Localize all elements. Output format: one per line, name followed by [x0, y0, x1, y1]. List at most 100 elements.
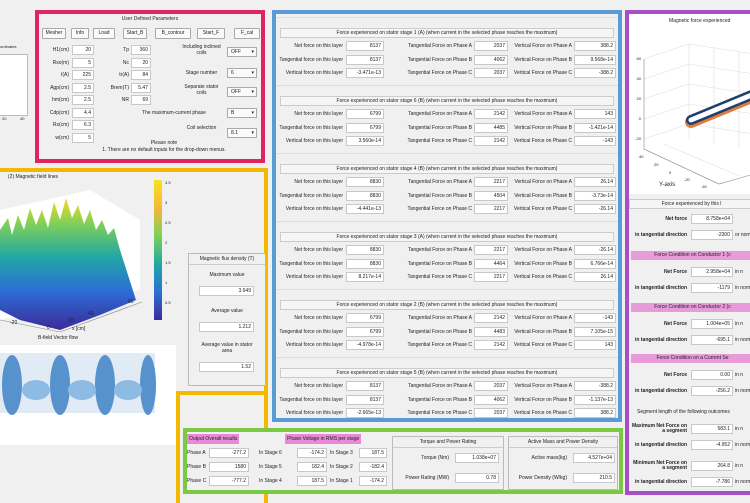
- param-field[interactable]: 5: [72, 132, 94, 143]
- tangential-phase-field[interactable]: 2142: [474, 313, 508, 323]
- param-field[interactable]: 5.47: [131, 82, 151, 93]
- power-field[interactable]: 0.78: [455, 473, 499, 483]
- tangential-phase-field[interactable]: 2142: [474, 136, 508, 146]
- layer-force-field[interactable]: 8137: [346, 41, 384, 51]
- net-force-field[interactable]: 8.758e+04: [691, 214, 733, 224]
- stage-voltage-field[interactable]: -174.2: [297, 448, 327, 458]
- vertical-phase-field[interactable]: -388.2: [574, 381, 616, 391]
- vertical-phase-field[interactable]: -143: [574, 313, 616, 323]
- layer-force-field[interactable]: -3.471e-13: [346, 68, 384, 78]
- param-field[interactable]: 360: [131, 45, 151, 55]
- layer-force-field[interactable]: 8137: [346, 394, 384, 405]
- vertical-phase-field[interactable]: -26.14: [574, 245, 616, 255]
- layer-force-field[interactable]: -2.665e-13: [346, 408, 384, 418]
- tangential-phase-field[interactable]: 2217: [474, 245, 508, 255]
- layer-force-field[interactable]: 8830: [346, 245, 384, 255]
- layer-force-field[interactable]: 8830: [346, 177, 384, 187]
- vertical-phase-field[interactable]: 143: [574, 340, 616, 350]
- avg-value-field[interactable]: 1.212: [199, 322, 254, 332]
- tangential-phase-field[interactable]: 2142: [474, 109, 508, 119]
- vertical-phase-field[interactable]: -3.73e-14: [574, 190, 616, 201]
- vertical-phase-field[interactable]: -1.137e-13: [574, 394, 616, 405]
- param-field[interactable]: 225: [72, 70, 94, 80]
- dropdown[interactable]: 8.1: [227, 128, 257, 138]
- vertical-phase-field[interactable]: 26.14: [574, 177, 616, 187]
- button-f-cal[interactable]: F_cal: [234, 28, 260, 39]
- tangential-field[interactable]: -7.786: [691, 477, 733, 487]
- dropdown[interactable]: OFF: [227, 47, 257, 57]
- stage-voltage-field[interactable]: -174.2: [359, 476, 387, 486]
- dropdown[interactable]: OFF: [227, 87, 257, 97]
- tangential-phase-field[interactable]: 4504: [474, 190, 508, 201]
- tangential-phase-field[interactable]: 2037: [474, 41, 508, 51]
- stator-avg-field[interactable]: 1.52: [199, 362, 254, 372]
- tangential-field[interactable]: -1179: [691, 283, 733, 293]
- vertical-phase-field[interactable]: 388.2: [574, 41, 616, 51]
- param-field[interactable]: 69: [131, 95, 151, 105]
- torque-field[interactable]: 1.038e+07: [455, 453, 499, 463]
- vertical-phase-field[interactable]: -388.2: [574, 68, 616, 78]
- stage-voltage-field[interactable]: 182.4: [297, 462, 327, 472]
- layer-force-field[interactable]: 8830: [346, 258, 384, 269]
- tangential-phase-field[interactable]: 4464: [474, 258, 508, 269]
- net-force-field[interactable]: 2.958e+04: [691, 267, 733, 277]
- tangential-phase-field[interactable]: 4062: [474, 394, 508, 405]
- vertical-phase-field[interactable]: 26.14: [574, 272, 616, 282]
- tangential-phase-field[interactable]: 2142: [474, 340, 508, 350]
- min-net-force-field[interactable]: 264.8: [691, 461, 733, 471]
- dropdown[interactable]: B: [227, 108, 257, 118]
- param-field[interactable]: 20: [131, 57, 151, 68]
- tangential-field[interactable]: -4.952: [691, 440, 733, 450]
- layer-force-field[interactable]: 8137: [346, 381, 384, 391]
- param-field[interactable]: 2.5: [72, 95, 94, 105]
- layer-force-field[interactable]: 6799: [346, 122, 384, 133]
- tangential-field[interactable]: -256.2: [691, 386, 733, 396]
- tangential-phase-field[interactable]: 4062: [474, 54, 508, 65]
- layer-force-field[interactable]: -4.441e-13: [346, 204, 384, 214]
- vertical-phase-field[interactable]: 143: [574, 109, 616, 119]
- vertical-phase-field[interactable]: -26.14: [574, 204, 616, 214]
- stage-voltage-field[interactable]: 187.5: [297, 476, 327, 486]
- phase-field[interactable]: 1580: [209, 462, 249, 472]
- button-b-contour[interactable]: B_contour: [155, 28, 191, 39]
- button-start-f[interactable]: Start_F: [197, 28, 225, 39]
- mass-field[interactable]: 4.527e+04: [573, 453, 615, 463]
- stage-voltage-field[interactable]: 187.5: [359, 448, 387, 458]
- vertical-phase-field[interactable]: -143: [574, 136, 616, 146]
- param-field[interactable]: 4.4: [72, 107, 94, 118]
- density-field[interactable]: 210.5: [573, 473, 615, 483]
- max-net-force-field[interactable]: 583.1: [691, 424, 733, 434]
- layer-force-field[interactable]: 6799: [346, 109, 384, 119]
- param-field[interactable]: 20: [72, 45, 94, 55]
- tangential-phase-field[interactable]: 2037: [474, 381, 508, 391]
- button-start-b[interactable]: Start_B: [123, 28, 147, 39]
- tangential-phase-field[interactable]: 2217: [474, 177, 508, 187]
- vertical-phase-field[interactable]: 388.2: [574, 408, 616, 418]
- button-mesher[interactable]: Mesher: [42, 28, 66, 39]
- layer-force-field[interactable]: 6799: [346, 326, 384, 337]
- tangential-phase-field[interactable]: 2037: [474, 408, 508, 418]
- tangential-phase-field[interactable]: 4483: [474, 326, 508, 337]
- stage-voltage-field[interactable]: -182.4: [359, 462, 387, 472]
- vertical-phase-field[interactable]: 9.568e-14: [574, 54, 616, 65]
- net-force-field[interactable]: 0.00: [691, 370, 733, 380]
- param-field[interactable]: 84: [131, 70, 151, 80]
- button-info[interactable]: Info: [71, 28, 89, 39]
- layer-force-field[interactable]: 8830: [346, 190, 384, 201]
- vertical-phase-field[interactable]: 6.766e-14: [574, 258, 616, 269]
- vertical-phase-field[interactable]: 7.105e-15: [574, 326, 616, 337]
- tangential-field[interactable]: -2300: [691, 230, 733, 240]
- param-field[interactable]: 2.5: [72, 82, 94, 93]
- net-force-field[interactable]: 1.004e+05: [691, 319, 733, 329]
- tangential-phase-field[interactable]: 2217: [474, 272, 508, 282]
- layer-force-field[interactable]: 8137: [346, 54, 384, 65]
- tangential-field[interactable]: -695.1: [691, 335, 733, 345]
- layer-force-field[interactable]: 8.217e-14: [346, 272, 384, 282]
- tangential-phase-field[interactable]: 2217: [474, 204, 508, 214]
- button-load[interactable]: Load: [93, 28, 115, 39]
- dropdown[interactable]: 6: [227, 68, 257, 78]
- layer-force-field[interactable]: 3.560e-14: [346, 136, 384, 146]
- layer-force-field[interactable]: 6799: [346, 313, 384, 323]
- param-field[interactable]: 6.3: [72, 120, 94, 130]
- phase-field[interactable]: -777.2: [209, 476, 249, 486]
